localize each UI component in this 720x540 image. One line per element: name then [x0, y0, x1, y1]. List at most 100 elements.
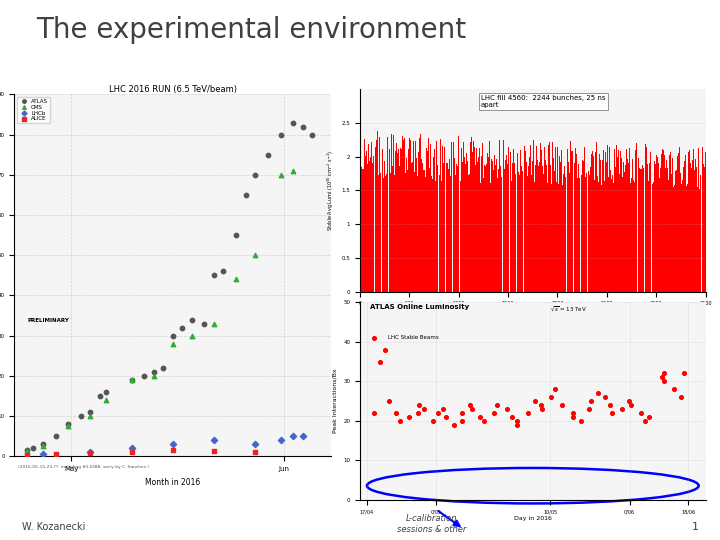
LHCb	[287, 432, 299, 441]
X-axis label: Month in 2016: Month in 2016	[145, 477, 200, 487]
Point	[585, 396, 597, 405]
CMS	[230, 275, 242, 284]
ALICE	[167, 446, 179, 455]
Point	[438, 404, 449, 413]
Text: LHC fill 4560:  2244 bunches, 25 ns
apart: LHC fill 4560: 2244 bunches, 25 ns apart	[481, 95, 606, 108]
Point	[374, 357, 386, 366]
Point	[507, 413, 518, 421]
Point	[418, 404, 430, 413]
Point	[616, 404, 627, 413]
Point	[464, 401, 476, 409]
Point	[474, 413, 485, 421]
Text: LHC Stable Beams: LHC Stable Beams	[387, 335, 438, 340]
Point	[667, 385, 679, 394]
Text: $\sqrt{s}$ = 13 TeV: $\sqrt{s}$ = 13 TeV	[550, 305, 587, 313]
Point	[390, 408, 401, 417]
Point	[488, 408, 500, 417]
Point	[584, 404, 595, 413]
Point	[501, 404, 513, 413]
LHCb	[275, 436, 287, 444]
ATLAS	[275, 130, 287, 139]
Point	[659, 377, 670, 386]
Text: 4: 4	[6, 66, 14, 76]
ATLAS	[22, 446, 33, 455]
Y-axis label: Stable Avg Lumi $(10^{30}$ cm$^{-2}$ s$^{-1})$: Stable Avg Lumi $(10^{30}$ cm$^{-2}$ s$^…	[325, 150, 336, 231]
Point	[379, 346, 390, 354]
ATLAS	[208, 271, 220, 280]
LHCb	[126, 444, 138, 453]
Point	[441, 413, 452, 421]
Point	[433, 408, 444, 417]
ALICE	[22, 451, 33, 460]
Point	[402, 413, 414, 421]
Point	[427, 416, 438, 425]
ATLAS	[297, 123, 308, 131]
Text: 1: 1	[691, 522, 698, 532]
ATLAS	[27, 444, 39, 453]
Point	[575, 416, 587, 425]
Point	[636, 408, 647, 417]
LHCb	[37, 450, 49, 458]
ATLAS	[249, 171, 261, 179]
ATLAS	[101, 388, 112, 396]
Point	[529, 396, 541, 405]
Point	[639, 416, 651, 425]
Point	[604, 401, 616, 409]
ATLAS	[37, 440, 49, 449]
ATLAS	[138, 372, 150, 380]
ATLAS	[148, 368, 160, 376]
X-axis label: Day in 2016: Day in 2016	[514, 516, 552, 521]
Point	[491, 401, 503, 409]
Point	[467, 404, 478, 413]
Point	[511, 420, 523, 429]
ATLAS	[217, 267, 229, 276]
ATLAS	[240, 191, 251, 199]
ATLAS	[262, 151, 274, 159]
LHCb	[85, 448, 96, 457]
CMS	[167, 340, 179, 348]
CMS	[37, 442, 49, 450]
ATLAS	[199, 319, 210, 328]
CMS	[186, 332, 197, 340]
CMS	[148, 372, 160, 380]
Point	[522, 408, 534, 417]
LHCb	[208, 436, 220, 444]
ATLAS	[186, 315, 197, 324]
Point	[545, 393, 557, 401]
CMS	[249, 251, 261, 260]
ATLAS	[307, 130, 318, 139]
Point	[368, 492, 379, 501]
X-axis label: BCID Number: BCID Number	[511, 312, 554, 317]
Text: ATLAS Online Luminosity: ATLAS Online Luminosity	[370, 305, 469, 310]
LHCb	[167, 440, 179, 449]
Point	[549, 385, 561, 394]
Point	[567, 408, 578, 417]
Point	[593, 389, 604, 397]
Text: W. Kozanecki: W. Kozanecki	[22, 522, 85, 532]
ATLAS	[176, 323, 188, 332]
ALICE	[85, 449, 96, 457]
Text: PRELIMINARY: PRELIMINARY	[27, 319, 69, 323]
Point	[643, 413, 654, 421]
ATLAS	[287, 118, 299, 127]
LHCb	[249, 440, 261, 449]
Point	[536, 401, 547, 409]
ATLAS	[94, 392, 106, 400]
Point	[606, 408, 618, 417]
LHCb	[297, 432, 308, 441]
Text: (2016-05-15,23,??  including fill 4388, sorry by C. Sanchez ): (2016-05-15,23,?? including fill 4388, s…	[18, 465, 149, 469]
Point	[567, 413, 579, 421]
Point	[478, 416, 490, 425]
ATLAS	[158, 363, 169, 372]
Point	[623, 396, 634, 405]
CMS	[101, 396, 112, 404]
Point	[413, 401, 424, 409]
CMS	[287, 166, 299, 175]
ALICE	[249, 448, 261, 457]
Point	[368, 408, 379, 417]
ATLAS	[63, 420, 74, 428]
Point	[625, 401, 636, 409]
CMS	[208, 319, 220, 328]
CMS	[22, 447, 33, 456]
Point	[678, 369, 690, 377]
